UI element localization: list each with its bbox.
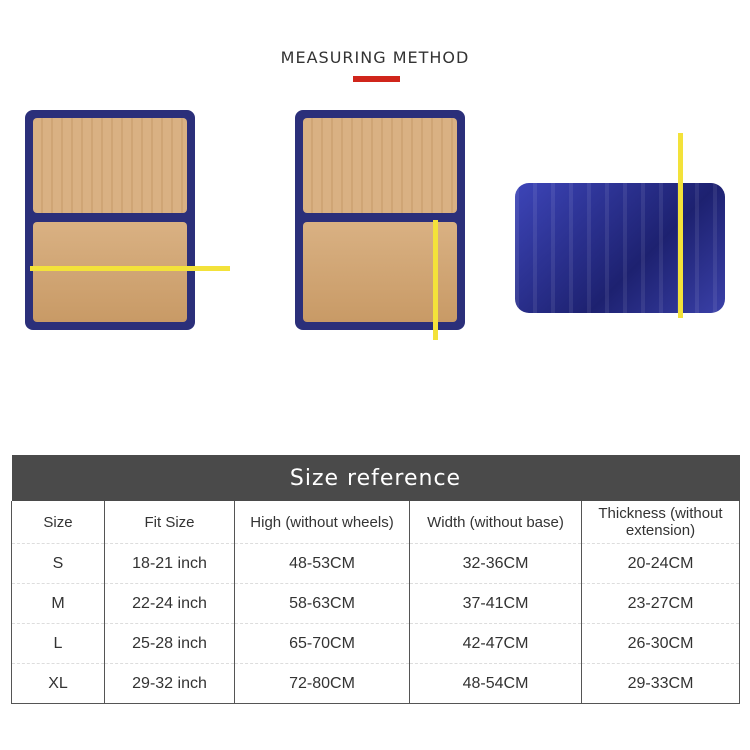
cell: 72-80CM	[234, 663, 410, 704]
cell: 65-70CM	[234, 623, 410, 664]
column-header: Width (without base)	[409, 501, 582, 544]
cell: 58-63CM	[234, 583, 410, 624]
cell: M	[11, 583, 105, 624]
suitcase-base	[33, 222, 187, 322]
column-header: Thickness (without extension)	[581, 501, 740, 544]
cell: 26-30CM	[581, 623, 740, 664]
cell: 22-24 inch	[104, 583, 235, 624]
table-row: S 18-21 inch 48-53CM 32-36CM 20-24CM	[11, 543, 740, 584]
table-title: Size reference	[11, 455, 740, 501]
cell: S	[11, 543, 105, 584]
cell: 48-54CM	[409, 663, 582, 704]
table-row: XL 29-32 inch 72-80CM 48-54CM 29-33CM	[11, 663, 740, 704]
table-row: L 25-28 inch 65-70CM 42-47CM 26-30CM	[11, 623, 740, 664]
closed-suitcase-height-photo	[515, 133, 725, 318]
suitcase-lid	[303, 118, 457, 213]
cell: 42-47CM	[409, 623, 582, 664]
cell: 48-53CM	[234, 543, 410, 584]
open-suitcase-width-photo	[25, 110, 230, 330]
measuring-tape-icon	[678, 133, 683, 318]
cell: 20-24CM	[581, 543, 740, 584]
open-suitcase-thickness-photo	[295, 110, 465, 340]
title-underline	[353, 76, 400, 82]
section-title: MEASURING METHOD	[280, 48, 470, 67]
suitcase-base	[303, 222, 457, 322]
column-header: High (without wheels)	[234, 501, 410, 544]
table-row: M 22-24 inch 58-63CM 37-41CM 23-27CM	[11, 583, 740, 624]
cell: 23-27CM	[581, 583, 740, 624]
measuring-tape-icon	[433, 220, 438, 340]
cell: 25-28 inch	[104, 623, 235, 664]
cell: 32-36CM	[409, 543, 582, 584]
cell: 29-32 inch	[104, 663, 235, 704]
cell: 29-33CM	[581, 663, 740, 704]
cell: L	[11, 623, 105, 664]
cell: 37-41CM	[409, 583, 582, 624]
size-reference-table: Size reference Size Fit Size High (witho…	[11, 455, 740, 704]
cell: XL	[11, 663, 105, 704]
column-header: Size	[11, 501, 105, 544]
measuring-tape-icon	[30, 266, 230, 271]
suitcase-lid	[33, 118, 187, 213]
cell: 18-21 inch	[104, 543, 235, 584]
column-header: Fit Size	[104, 501, 235, 544]
